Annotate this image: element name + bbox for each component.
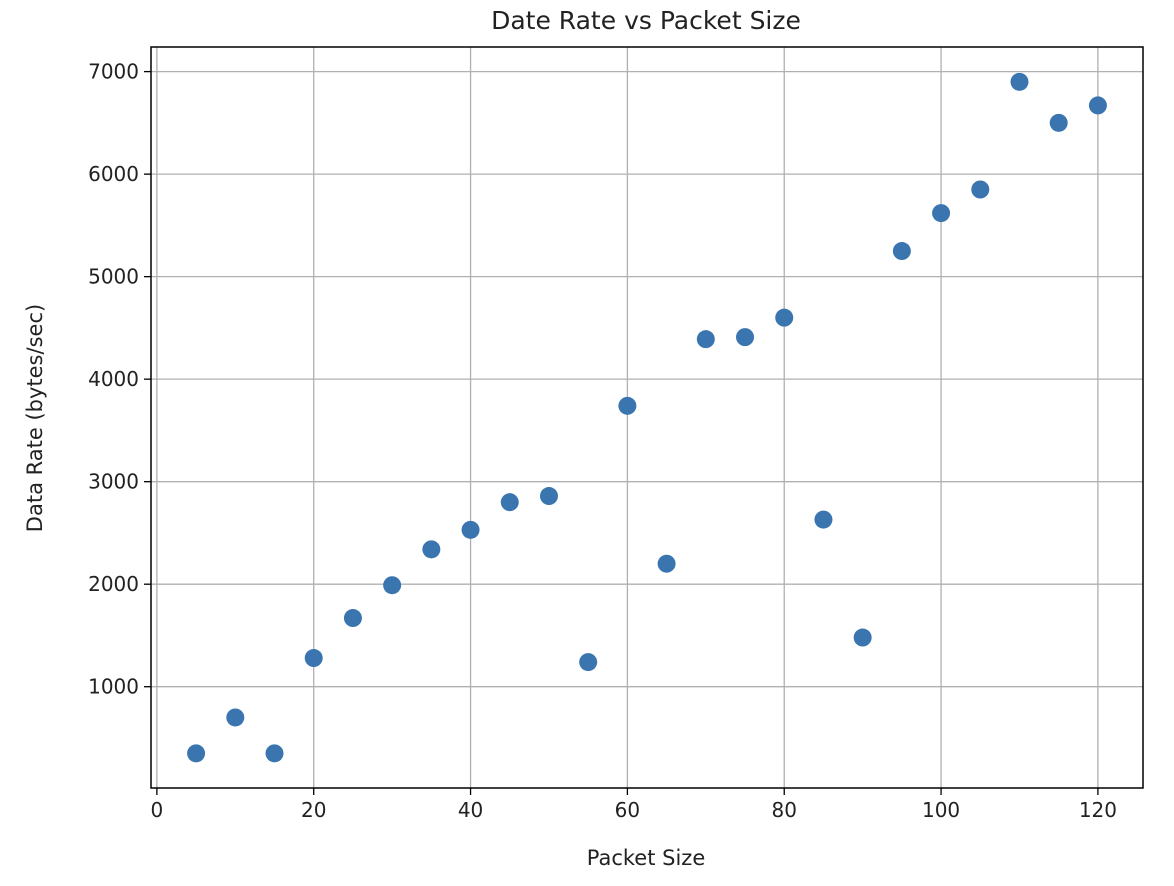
data-points [187, 72, 1107, 763]
y-tick-label: 4000 [88, 367, 139, 391]
data-point [657, 554, 676, 573]
data-point [853, 628, 872, 647]
x-tick-label: 100 [922, 798, 960, 822]
y-tick-label: 6000 [88, 162, 139, 186]
data-point [814, 510, 833, 529]
y-tick-label: 3000 [88, 470, 139, 494]
x-tick-label: 20 [301, 798, 326, 822]
data-point [422, 540, 441, 559]
x-tick-label: 80 [772, 798, 797, 822]
plot-frame [150, 46, 1144, 789]
grid [151, 47, 1143, 788]
x-tick-label: 120 [1079, 798, 1117, 822]
y-axis-label: Data Rate (bytes/sec) [23, 304, 47, 532]
y-tick-label: 2000 [88, 572, 139, 596]
ticks: 0 20 40 60 80 100 120 1000 2000 3000 4000 5000 6000 7… [88, 60, 1117, 822]
data-point [265, 744, 284, 763]
y-tick-label: 1000 [88, 675, 139, 699]
data-point [383, 576, 402, 595]
x-axis-label: Packet Size [587, 846, 705, 870]
data-point [304, 649, 323, 668]
data-point [461, 520, 480, 539]
data-point [618, 396, 637, 415]
data-point [539, 487, 558, 506]
data-point [500, 493, 519, 512]
y-tick-label: 5000 [88, 265, 139, 289]
chart-title: Date Rate vs Packet Size [491, 6, 801, 35]
y-tick-label: 7000 [88, 60, 139, 84]
data-point [226, 708, 245, 727]
x-tick-label: 0 [151, 798, 164, 822]
data-point [892, 242, 911, 261]
data-point [343, 609, 362, 628]
data-point [579, 653, 598, 672]
data-point [736, 328, 755, 347]
x-tick-label: 40 [458, 798, 483, 822]
data-point [932, 204, 951, 223]
data-point [775, 308, 794, 327]
data-point [696, 330, 715, 349]
data-point [1088, 96, 1107, 115]
data-point [1010, 72, 1029, 91]
data-point [187, 744, 206, 763]
data-point [1049, 113, 1068, 132]
data-point [971, 180, 990, 199]
x-tick-label: 60 [615, 798, 640, 822]
